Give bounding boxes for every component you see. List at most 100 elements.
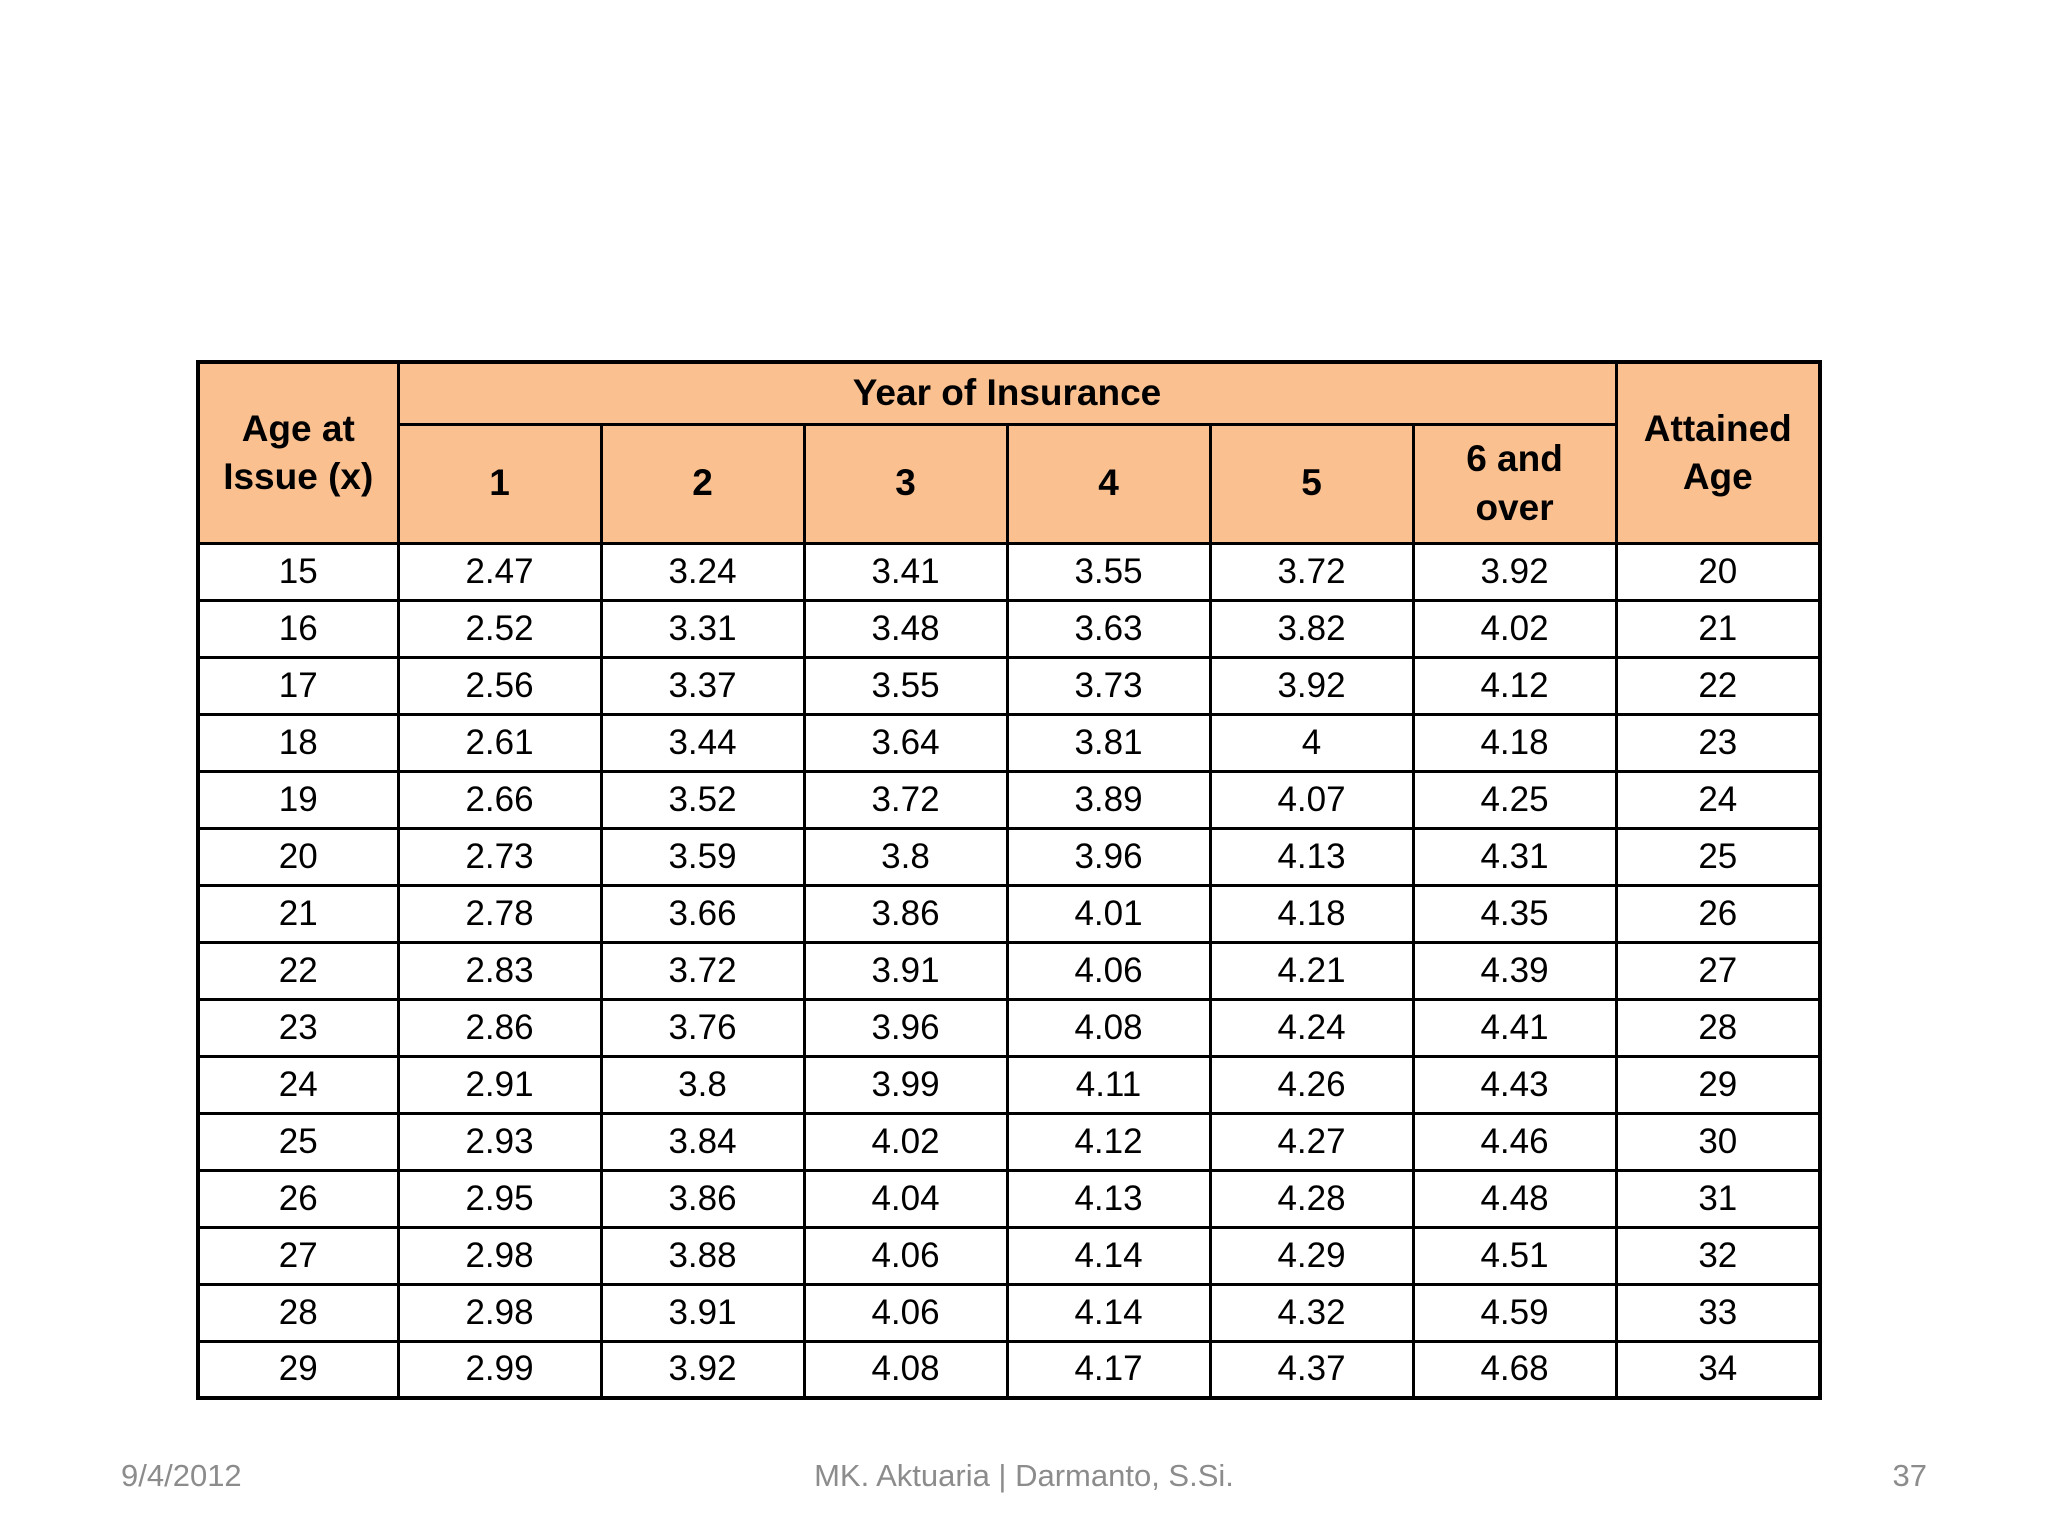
year-3-value-cell: 3.96 [802, 997, 1009, 1058]
table-row: 16 2.52 3.31 3.48 3.63 3.82 4.02 21 [196, 598, 1822, 659]
year-1-value-cell: 2.52 [396, 598, 603, 659]
year-6-over-value-cell: 4.02 [1411, 598, 1618, 659]
year-5-value-cell: 4.32 [1208, 1282, 1415, 1343]
table-row: 15 2.47 3.24 3.41 3.55 3.72 3.92 20 [196, 541, 1822, 602]
year-5-value-cell: 4.26 [1208, 1054, 1415, 1115]
year-3-value-cell: 4.08 [802, 1339, 1009, 1400]
year-5-value-cell: 4 [1208, 712, 1415, 773]
year-2-value-cell: 3.66 [599, 883, 806, 944]
year-2-value-cell: 3.37 [599, 655, 806, 716]
year-3-value-cell: 3.72 [802, 769, 1009, 830]
year-4-value-cell: 4.11 [1005, 1054, 1212, 1115]
attained-age-cell: 27 [1614, 940, 1822, 1001]
year-5-value-cell: 3.72 [1208, 541, 1415, 602]
year-1-value-cell: 2.95 [396, 1168, 603, 1229]
year-5-value-cell: 4.37 [1208, 1339, 1415, 1400]
age-at-issue-cell: 17 [196, 655, 400, 716]
year-4-value-cell: 4.17 [1005, 1339, 1212, 1400]
age-at-issue-cell: 24 [196, 1054, 400, 1115]
year-3-value-cell: 3.86 [802, 883, 1009, 944]
year-4-value-cell: 4.06 [1005, 940, 1212, 1001]
table-row: 17 2.56 3.37 3.55 3.73 3.92 4.12 22 [196, 655, 1822, 716]
insurance-premium-table: Age at Issue (x) Year of Insurance Attai… [196, 360, 1823, 1400]
attained-age-cell: 32 [1614, 1225, 1822, 1286]
age-at-issue-cell: 21 [196, 883, 400, 944]
col-header-year-1: 1 [396, 422, 603, 545]
year-6-over-value-cell: 4.31 [1411, 826, 1618, 887]
year-3-value-cell: 4.02 [802, 1111, 1009, 1172]
year-1-value-cell: 2.98 [396, 1225, 603, 1286]
col-header-year-4: 4 [1005, 422, 1212, 545]
age-at-issue-cell: 27 [196, 1225, 400, 1286]
year-6-over-value-cell: 4.59 [1411, 1282, 1618, 1343]
col-header-year-of-insurance: Year of Insurance [396, 360, 1618, 426]
year-1-value-cell: 2.73 [396, 826, 603, 887]
table-row: 18 2.61 3.44 3.64 3.81 4 4.18 23 [196, 712, 1822, 773]
year-1-value-cell: 2.47 [396, 541, 603, 602]
slide-footer: 9/4/2012 MK. Aktuaria | Darmanto, S.Si. … [0, 1458, 2048, 1498]
year-2-value-cell: 3.84 [599, 1111, 806, 1172]
year-3-value-cell: 4.06 [802, 1225, 1009, 1286]
year-3-value-cell: 3.99 [802, 1054, 1009, 1115]
year-5-value-cell: 4.07 [1208, 769, 1415, 830]
year-4-value-cell: 4.08 [1005, 997, 1212, 1058]
year-2-value-cell: 3.88 [599, 1225, 806, 1286]
year-5-value-cell: 4.28 [1208, 1168, 1415, 1229]
attained-age-cell: 25 [1614, 826, 1822, 887]
table-header: Age at Issue (x) Year of Insurance Attai… [196, 360, 1822, 545]
year-3-value-cell: 4.04 [802, 1168, 1009, 1229]
year-5-value-cell: 4.13 [1208, 826, 1415, 887]
year-4-value-cell: 4.14 [1005, 1282, 1212, 1343]
year-4-value-cell: 3.55 [1005, 541, 1212, 602]
year-1-value-cell: 2.98 [396, 1282, 603, 1343]
age-at-issue-cell: 22 [196, 940, 400, 1001]
year-1-value-cell: 2.93 [396, 1111, 603, 1172]
year-5-value-cell: 4.21 [1208, 940, 1415, 1001]
table-row: 22 2.83 3.72 3.91 4.06 4.21 4.39 27 [196, 940, 1822, 1001]
table-header-row-years: 1 2 3 4 5 6 and over [198, 422, 1820, 545]
year-6-over-value-cell: 4.18 [1411, 712, 1618, 773]
year-5-value-cell: 3.82 [1208, 598, 1415, 659]
year-1-value-cell: 2.86 [396, 997, 603, 1058]
year-2-value-cell: 3.92 [599, 1339, 806, 1400]
age-at-issue-cell: 29 [196, 1339, 400, 1400]
year-3-value-cell: 3.64 [802, 712, 1009, 773]
attained-age-cell: 29 [1614, 1054, 1822, 1115]
year-4-value-cell: 4.12 [1005, 1111, 1212, 1172]
year-6-over-value-cell: 4.35 [1411, 883, 1618, 944]
year-3-value-cell: 3.41 [802, 541, 1009, 602]
year-6-over-value-cell: 4.25 [1411, 769, 1618, 830]
year-4-value-cell: 3.81 [1005, 712, 1212, 773]
table-row: 20 2.73 3.59 3.8 3.96 4.13 4.31 25 [196, 826, 1822, 887]
year-4-value-cell: 3.89 [1005, 769, 1212, 830]
footer-date: 9/4/2012 [121, 1458, 242, 1493]
year-2-value-cell: 3.8 [599, 1054, 806, 1115]
table-row: 21 2.78 3.66 3.86 4.01 4.18 4.35 26 [196, 883, 1822, 944]
attained-age-cell: 33 [1614, 1282, 1822, 1343]
age-at-issue-cell: 18 [196, 712, 400, 773]
attained-age-cell: 26 [1614, 883, 1822, 944]
year-1-value-cell: 2.61 [396, 712, 603, 773]
year-4-value-cell: 3.63 [1005, 598, 1212, 659]
attained-age-cell: 22 [1614, 655, 1822, 716]
age-at-issue-cell: 15 [196, 541, 400, 602]
table-row: 24 2.91 3.8 3.99 4.11 4.26 4.43 29 [196, 1054, 1822, 1115]
table-row: 27 2.98 3.88 4.06 4.14 4.29 4.51 32 [196, 1225, 1822, 1286]
year-5-value-cell: 3.92 [1208, 655, 1415, 716]
attained-age-cell: 21 [1614, 598, 1822, 659]
year-2-value-cell: 3.31 [599, 598, 806, 659]
year-3-value-cell: 3.48 [802, 598, 1009, 659]
attained-age-cell: 31 [1614, 1168, 1822, 1229]
year-6-over-value-cell: 4.48 [1411, 1168, 1618, 1229]
col-header-year-3: 3 [802, 422, 1009, 545]
year-5-value-cell: 4.24 [1208, 997, 1415, 1058]
col-header-year-6-and-over: 6 and over [1411, 422, 1618, 545]
year-4-value-cell: 4.01 [1005, 883, 1212, 944]
age-at-issue-cell: 23 [196, 997, 400, 1058]
table-row: 26 2.95 3.86 4.04 4.13 4.28 4.48 31 [196, 1168, 1822, 1229]
year-6-over-value-cell: 4.43 [1411, 1054, 1618, 1115]
year-1-value-cell: 2.91 [396, 1054, 603, 1115]
year-1-value-cell: 2.99 [396, 1339, 603, 1400]
year-2-value-cell: 3.52 [599, 769, 806, 830]
